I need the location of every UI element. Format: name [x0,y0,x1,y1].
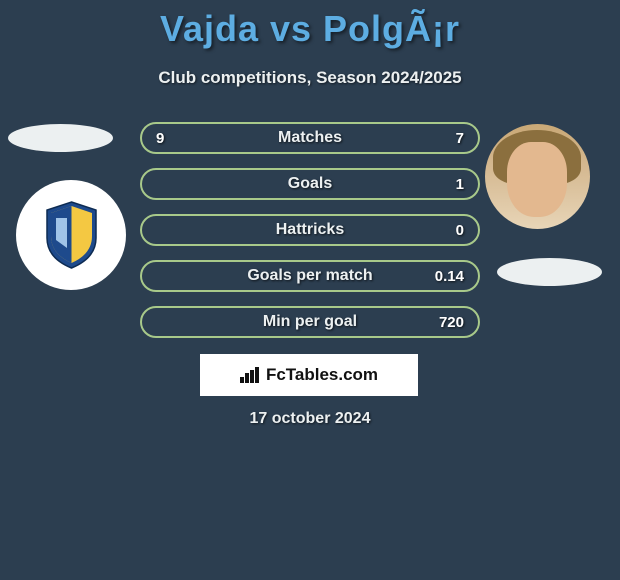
stat-row-min-per-goal: Min per goal 720 [140,306,480,338]
stat-row-goals: Goals 1 [140,168,480,200]
stat-label: Goals per match [142,267,478,285]
stats-container: 9 Matches 7 Goals 1 Hattricks 0 Goals pe… [140,122,480,352]
right-player-photo [485,124,590,229]
stat-label: Matches [142,129,478,147]
brand-text: FcTables.com [266,365,378,385]
bar-chart-icon [240,367,260,383]
stat-row-hattricks: Hattricks 0 [140,214,480,246]
stat-label: Min per goal [142,313,478,331]
shield-icon [44,200,99,270]
stat-row-goals-per-match: Goals per match 0.14 [140,260,480,292]
page-title: Vajda vs PolgÃ¡r [0,0,620,50]
generated-date: 17 october 2024 [0,410,620,428]
subtitle: Club competitions, Season 2024/2025 [0,68,620,88]
left-country-placeholder [8,124,113,152]
left-club-crest [16,180,126,290]
right-country-placeholder [497,258,602,286]
stat-label: Goals [142,175,478,193]
stat-label: Hattricks [142,221,478,239]
stat-row-matches: 9 Matches 7 [140,122,480,154]
brand-attribution: FcTables.com [200,354,418,396]
